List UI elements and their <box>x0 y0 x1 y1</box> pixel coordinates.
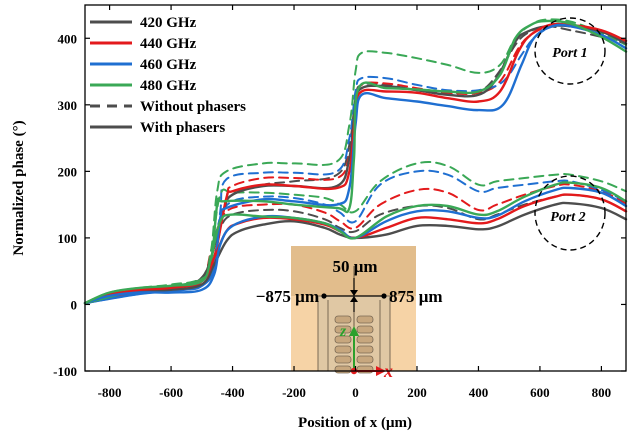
x-tick-label: 0 <box>352 385 359 400</box>
port2-circle <box>534 175 606 251</box>
inset-width-arrowhead-bottom <box>350 296 358 302</box>
legend-label: 420 GHz <box>140 15 197 31</box>
inset-cell <box>356 315 374 324</box>
y-tick-label: 400 <box>58 31 78 46</box>
x-tick-label: -400 <box>221 385 245 400</box>
inset-port-left-dot <box>321 293 327 299</box>
x-axis-title: Position of x (μm) <box>298 415 412 431</box>
x-tick-label: -200 <box>282 385 306 400</box>
series-480-ghz-port2-with-phasers <box>83 181 628 305</box>
inset-right-label: 875 μm <box>389 287 443 306</box>
legend-label: With phasers <box>140 120 225 136</box>
inset-cell <box>334 335 352 344</box>
inset-cell <box>334 365 352 374</box>
port2-label: Port 2 <box>550 210 585 225</box>
inset-z-arrowhead <box>349 326 359 336</box>
series-420-ghz-port2-with-phasers <box>83 201 628 305</box>
legend: 420 GHz 440 GHz 460 GHz 480 GHz Without phas… <box>90 15 246 136</box>
inset-cell <box>334 355 352 364</box>
series-460-ghz-port1-with-phasers <box>83 23 628 305</box>
inset-left-label: −875 μm <box>256 287 319 306</box>
inset-cell <box>334 315 352 324</box>
legend-label: 480 GHz <box>140 78 197 94</box>
x-tick-label: 400 <box>469 385 489 400</box>
series-460-ghz-port2-with-phasers <box>83 186 628 305</box>
port1-circle <box>534 17 606 85</box>
axis-ticks: -800 -600 -400 -200 0 200 400 600 800 -100 0 100 200… <box>53 5 626 400</box>
legend-label: Without phasers <box>140 99 246 115</box>
inset-width-arrowhead <box>350 290 358 296</box>
inset-z-label: z <box>339 323 347 340</box>
inset-cell <box>356 335 374 344</box>
inset-cell <box>356 355 374 364</box>
inset-cell <box>334 345 352 354</box>
y-tick-label: 200 <box>58 164 78 179</box>
legend-label: 440 GHz <box>140 36 197 52</box>
x-tick-label: -800 <box>98 385 122 400</box>
y-tick-label: 300 <box>58 98 78 113</box>
inset-cell <box>334 325 352 334</box>
inset-cell <box>356 345 374 354</box>
port1-label: Port 1 <box>552 46 587 61</box>
inset-width-label: 50 μm <box>332 257 377 276</box>
x-tick-label: 800 <box>592 385 612 400</box>
inset-cell <box>356 325 374 334</box>
legend-label: 460 GHz <box>140 57 197 73</box>
y-tick-label: 0 <box>71 297 78 312</box>
structure-inset: 50 μm −875 μm 875 μm z x <box>256 246 443 381</box>
x-tick-label: 200 <box>407 385 427 400</box>
y-tick-label: -100 <box>53 364 77 379</box>
inset-port-right-dot <box>381 293 387 299</box>
y-axis-title: Normalized phase (°) <box>11 120 27 255</box>
x-tick-label: 600 <box>530 385 550 400</box>
series-curves <box>83 18 628 305</box>
x-tick-label: -600 <box>159 385 183 400</box>
y-tick-label: 100 <box>58 231 78 246</box>
